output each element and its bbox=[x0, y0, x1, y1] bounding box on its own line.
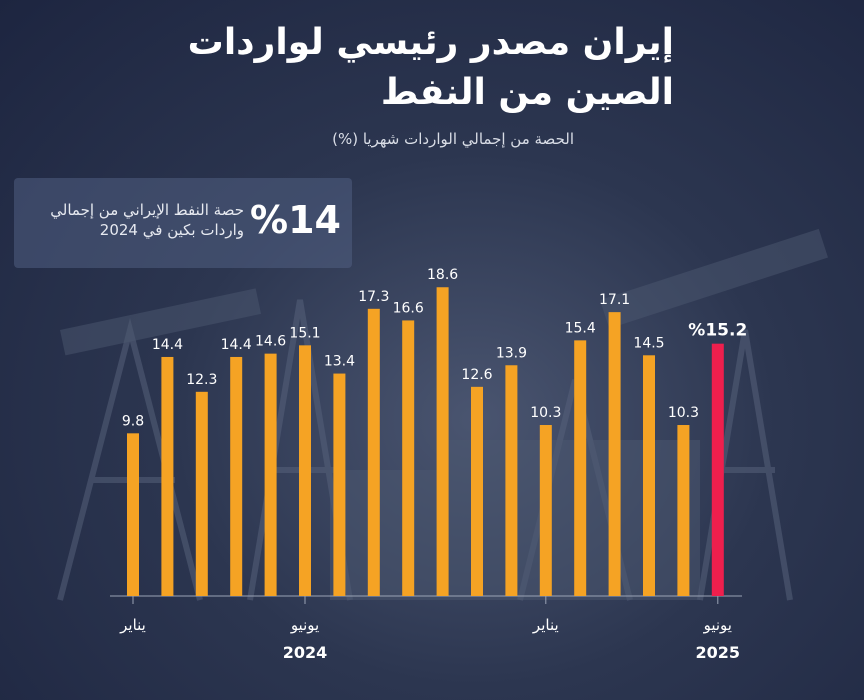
x-tick-label: يناير bbox=[532, 616, 559, 634]
stat-callout-box bbox=[14, 178, 352, 268]
bar bbox=[677, 425, 690, 596]
bar bbox=[436, 287, 449, 596]
chart-subtitle: الحصة من إجمالي الواردات شهريا (%) bbox=[332, 130, 574, 148]
bar bbox=[505, 365, 518, 596]
year-label: 2025 bbox=[696, 643, 741, 662]
bar bbox=[608, 312, 621, 596]
bar bbox=[574, 340, 587, 596]
value-label: 10.3 bbox=[668, 405, 699, 421]
bar bbox=[195, 391, 208, 596]
value-label: 15.4 bbox=[565, 320, 596, 336]
value-label: 13.9 bbox=[496, 345, 527, 361]
x-tick-label: يونيو bbox=[703, 616, 732, 634]
value-label: 10.3 bbox=[530, 405, 561, 421]
bar bbox=[402, 320, 415, 596]
value-label: 14.4 bbox=[152, 337, 183, 353]
bar bbox=[161, 356, 174, 596]
value-label: 14.6 bbox=[255, 334, 286, 350]
value-label: 17.3 bbox=[358, 289, 389, 305]
bar bbox=[230, 356, 243, 596]
bar bbox=[127, 433, 139, 596]
stat-label: حصة النفط الإيراني من إجمالي واردات بكين… bbox=[50, 201, 244, 239]
value-label: 18.6 bbox=[427, 267, 458, 283]
bar-highlight bbox=[711, 343, 724, 596]
x-tick-label: يناير bbox=[119, 616, 146, 634]
value-label: 14.4 bbox=[221, 337, 252, 353]
value-label: 15.1 bbox=[289, 325, 320, 341]
bar bbox=[333, 373, 346, 596]
value-label: 16.6 bbox=[393, 300, 424, 316]
x-tick-label: يونيو bbox=[290, 616, 319, 634]
chart-title: إيران مصدر رئيسي لواردات الصين من النفط bbox=[187, 22, 674, 113]
bar bbox=[264, 353, 277, 596]
value-label: 9.8 bbox=[122, 413, 144, 429]
bar bbox=[367, 308, 380, 596]
value-label: 12.6 bbox=[461, 367, 492, 383]
bar bbox=[539, 425, 552, 596]
value-label: 13.4 bbox=[324, 354, 355, 370]
value-label: 12.3 bbox=[186, 372, 217, 388]
value-label: %15.2 bbox=[688, 321, 747, 341]
bar bbox=[299, 345, 311, 596]
stat-value: %14 bbox=[250, 198, 341, 242]
value-label: 17.1 bbox=[599, 292, 630, 308]
year-label: 2024 bbox=[283, 643, 328, 662]
bar bbox=[643, 355, 655, 596]
bar bbox=[471, 386, 483, 596]
value-label: 14.5 bbox=[633, 335, 664, 351]
